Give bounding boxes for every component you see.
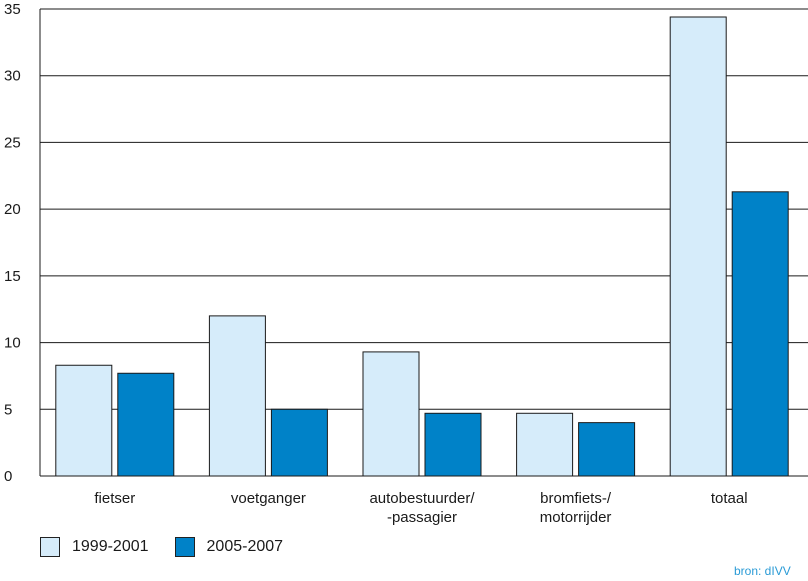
y-tick-label: 15	[4, 268, 21, 285]
bar-2005-2007	[117, 372, 175, 477]
y-tick-label: 0	[4, 468, 12, 485]
legend-swatch-1999-2001	[40, 537, 60, 557]
source-note: bron: dIVV	[734, 564, 791, 578]
legend: 1999-2001 2005-2007	[40, 537, 309, 557]
bar-2005-2007	[270, 408, 328, 477]
bar-1999-2001	[55, 364, 113, 477]
x-tick-label: fietser	[94, 490, 135, 507]
bar-chart: 0 5 10 15 20 25 30 35 fietser voetganger autobestu…	[4, 1, 808, 526]
bar-2005-2007	[424, 412, 482, 477]
bar-1999-2001	[516, 412, 574, 477]
y-tick-label: 5	[4, 401, 12, 418]
y-tick-label: 35	[4, 1, 21, 18]
x-tick-label: motorrijder	[540, 509, 612, 526]
x-tick-label: voetganger	[231, 490, 306, 507]
x-tick-label: -passagier	[387, 509, 457, 526]
legend-label: 2005-2007	[206, 538, 284, 555]
y-tick-label: 25	[4, 134, 21, 151]
y-tick-label: 20	[4, 201, 21, 218]
y-tick-label: 10	[4, 335, 21, 352]
bar-2005-2007	[578, 422, 636, 477]
legend-item-1999-2001: 1999-2001	[40, 537, 149, 557]
bar-1999-2001	[208, 315, 266, 477]
x-tick-label: totaal	[711, 490, 748, 507]
legend-label: 1999-2001	[72, 538, 149, 555]
legend-item-2005-2007: 2005-2007	[174, 537, 284, 557]
bar-1999-2001	[362, 351, 420, 477]
legend-swatch-2005-2007	[174, 537, 195, 557]
x-tick-label: autobestuurder/	[369, 490, 475, 507]
bar-1999-2001	[669, 16, 727, 477]
x-tick-label: bromfiets-/	[540, 490, 612, 507]
y-tick-label: 30	[4, 68, 21, 85]
bar-2005-2007	[731, 191, 789, 477]
